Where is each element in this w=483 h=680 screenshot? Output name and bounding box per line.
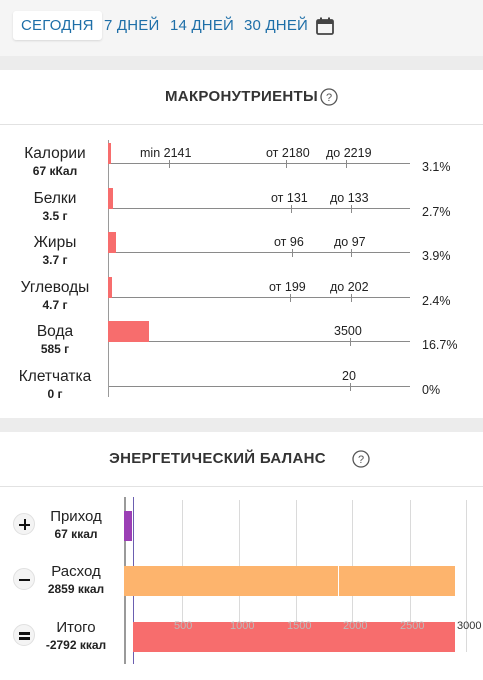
energy-row-label: Итого <box>56 619 96 636</box>
nutrient-norm-tick <box>291 204 292 213</box>
nutrient-percent: 3.9% <box>422 249 451 263</box>
macronutrients-card: МАКРОНУТРИЕНТЫ ? <box>0 70 483 418</box>
energy-row-amount: 67 ккал <box>54 527 98 541</box>
energy-bar <box>124 511 132 541</box>
tab-7-days[interactable]: 7 ДНЕЙ <box>104 17 160 34</box>
energy-bar <box>133 622 455 652</box>
nutrient-amount: 585 г <box>40 342 70 356</box>
nutrient-norm-tick <box>169 160 170 168</box>
grid-line <box>466 500 467 652</box>
tab-30-days[interactable]: 30 ДНЕЙ <box>244 17 309 34</box>
energy-bar <box>124 566 455 596</box>
nutrient-norm-tick <box>290 293 291 302</box>
help-icon[interactable]: ? <box>352 450 370 468</box>
nutrient-norm-label: 20 <box>342 368 356 383</box>
nutrient-amount: 0 г <box>47 386 63 401</box>
nutrient-scale-line <box>109 296 410 298</box>
nutrient-norm-label: до 2219 <box>326 146 372 160</box>
axis-tick-label: 500 <box>174 620 193 632</box>
nutrient-norm-tick <box>286 160 287 168</box>
svg-text:?: ? <box>358 454 364 466</box>
macros-axis <box>108 140 109 397</box>
energy-row-label: Расход <box>51 563 101 580</box>
energy-row-label: Приход <box>50 508 102 525</box>
nutrient-norm-tick <box>351 293 352 302</box>
nutrient-progress-bar <box>108 321 149 342</box>
svg-text:?: ? <box>326 92 332 104</box>
nutrient-norm-label: от 199 <box>269 279 306 294</box>
nutrient-amount: 3.7 г <box>42 253 68 267</box>
nutrient-progress-bar <box>108 187 113 209</box>
nutrient-percent: 16.7% <box>422 338 458 352</box>
nutrient-norm-label: 3500 <box>334 324 362 338</box>
energy-balance-title: ЭНЕРГЕТИЧЕСКИЙ БАЛАНС <box>109 450 326 467</box>
nutrient-name: Углеводы <box>20 278 90 296</box>
axis-max-label: 3000 <box>457 620 482 632</box>
nutrient-norm-tick <box>350 382 351 391</box>
nutrient-percent: 2.4% <box>422 293 451 308</box>
nutrient-progress-bar <box>108 232 116 253</box>
nutrient-progress-bar <box>108 276 112 298</box>
nutrient-scale-line <box>109 207 410 209</box>
tab-14-days[interactable]: 14 ДНЕЙ <box>170 17 235 34</box>
nutrient-percent: 2.7% <box>422 204 451 219</box>
nutrient-percent: 3.1% <box>422 160 451 174</box>
equals-sign-icon <box>13 624 35 646</box>
nutrient-norm-label: от 2180 <box>266 146 310 160</box>
nutrient-name: Клетчатка <box>18 367 92 385</box>
nutrient-name: Вода <box>36 323 74 340</box>
axis-tick-label: 1500 <box>287 620 312 632</box>
bar-separator <box>338 566 339 596</box>
axis-tick-label: 1000 <box>230 620 255 632</box>
nutrient-scale-line <box>109 341 410 342</box>
nutrient-scale-line <box>109 163 410 164</box>
nutrient-amount: 4.7 г <box>42 297 68 312</box>
nutrient-name: Калории <box>24 145 86 162</box>
nutrient-name: Белки <box>33 189 77 207</box>
nutrient-norm-tick <box>351 249 352 257</box>
nutrient-norm-tick <box>350 338 351 346</box>
help-icon[interactable]: ? <box>320 88 338 106</box>
nutrient-norm-tick <box>292 249 293 257</box>
nutrient-scale-line <box>109 385 410 387</box>
energy-row-amount: -2792 ккал <box>45 638 107 652</box>
nutrient-norm-label: от 131 <box>271 190 308 205</box>
energy-row-amount: 2859 ккал <box>47 582 105 596</box>
card-divider <box>0 124 483 125</box>
nutrient-norm-label: до 97 <box>334 235 366 249</box>
nutrient-norm-label: до 133 <box>330 190 369 205</box>
nutrient-norm-tick <box>351 204 352 213</box>
axis-tick-label: 2500 <box>400 620 425 632</box>
macronutrients-title: МАКРОНУТРИЕНТЫ <box>165 88 318 105</box>
nutrient-norm-label: до 202 <box>330 279 369 294</box>
nutrient-name: Жиры <box>33 234 77 251</box>
nutrient-norm-label: min 2141 <box>140 146 192 160</box>
calendar-icon[interactable] <box>316 17 334 35</box>
axis-tick-label: 2000 <box>343 620 368 632</box>
minus-sign-icon <box>13 568 35 590</box>
period-selector: СЕГОДНЯ 7 ДНЕЙ 14 ДНЕЙ 30 ДНЕЙ <box>0 0 483 56</box>
nutrient-norm-label: от 96 <box>274 235 304 249</box>
nutrient-norm-tick <box>346 160 347 168</box>
nutrient-amount: 3.5 г <box>42 208 68 223</box>
card-divider <box>0 486 483 487</box>
nutrient-scale-line <box>109 252 410 253</box>
nutrient-progress-bar <box>108 143 111 164</box>
nutrient-amount: 67 кКал <box>32 164 78 178</box>
plus-sign-icon <box>13 513 35 535</box>
nutrient-percent: 0% <box>422 382 441 397</box>
tab-today[interactable]: СЕГОДНЯ <box>13 11 102 40</box>
